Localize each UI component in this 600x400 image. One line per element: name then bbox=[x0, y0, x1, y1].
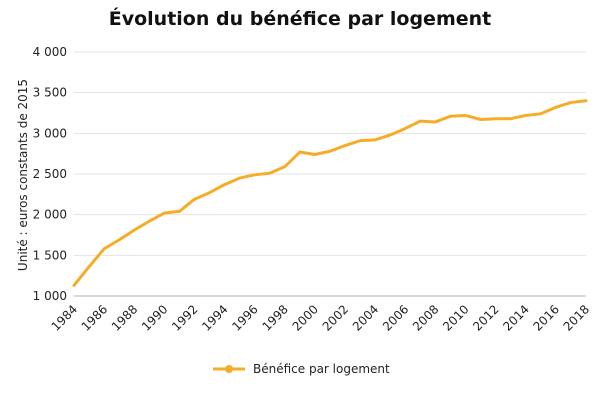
x-tick-label: 1994 bbox=[199, 302, 230, 333]
x-tick-label: 1996 bbox=[229, 302, 260, 333]
x-tick-label: 1992 bbox=[169, 302, 200, 333]
legend-point-marker bbox=[225, 365, 233, 373]
x-tick-label: 2008 bbox=[410, 302, 441, 333]
x-tick-label: 2014 bbox=[500, 302, 531, 333]
x-tick-label: 2010 bbox=[440, 302, 471, 333]
x-tick-label: 2004 bbox=[350, 302, 381, 333]
x-tick-label: 2018 bbox=[561, 302, 592, 333]
y-tick-label: 2 500 bbox=[33, 167, 67, 181]
y-tick-label: 4 000 bbox=[33, 45, 67, 59]
x-tick-label: 1984 bbox=[49, 302, 80, 333]
y-axis-ticks: 1 000 1 500 2 000 2 500 3 000 3 500 4 000 bbox=[33, 45, 67, 303]
series-layer bbox=[72, 99, 588, 287]
x-tick-label: 1988 bbox=[109, 302, 140, 333]
x-tick-label: 1998 bbox=[259, 302, 290, 333]
series-line[interactable] bbox=[72, 99, 588, 287]
x-tick-label: 2002 bbox=[320, 302, 351, 333]
x-tick-label: 2006 bbox=[380, 302, 411, 333]
y-tick-label: 2 000 bbox=[33, 208, 67, 222]
x-tick-label: 2016 bbox=[531, 302, 562, 333]
x-axis-ticks: 1984198619881990199219941996199820002002… bbox=[49, 302, 592, 333]
y-axis-label: Unité : euros constants de 2015 bbox=[16, 79, 30, 271]
x-tick-label: 2000 bbox=[290, 302, 321, 333]
x-tick-label: 1990 bbox=[139, 302, 170, 333]
gridlines bbox=[74, 51, 586, 297]
x-tick-label: 2012 bbox=[470, 302, 501, 333]
chart-title: Évolution du bénéfice par logement bbox=[109, 7, 492, 30]
legend-item-label: Bénéfice par logement bbox=[253, 362, 390, 376]
y-tick-label: 3 000 bbox=[33, 126, 67, 140]
x-tick-label: 1986 bbox=[79, 302, 110, 333]
y-tick-label: 3 500 bbox=[33, 86, 67, 100]
legend[interactable]: Bénéfice par logement bbox=[213, 362, 390, 376]
y-tick-label: 1 000 bbox=[33, 289, 67, 303]
y-tick-label: 1 500 bbox=[33, 248, 67, 262]
